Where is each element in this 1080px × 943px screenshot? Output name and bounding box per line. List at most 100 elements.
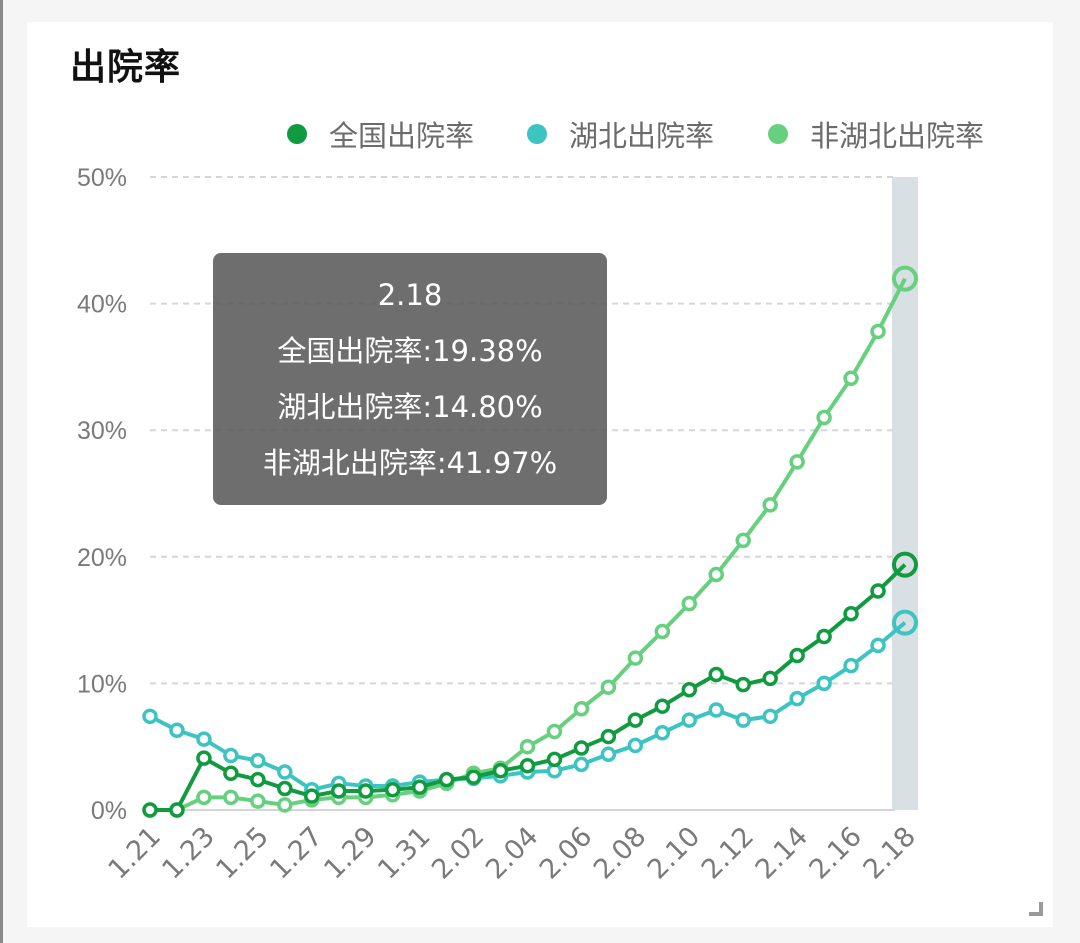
tooltip-non-hubei: 非湖北出院率:41.97% xyxy=(262,446,558,480)
x-tick-label: 2.14 xyxy=(750,821,814,885)
data-point[interactable] xyxy=(492,763,509,779)
series-national[interactable] xyxy=(142,551,918,818)
data-point[interactable] xyxy=(627,712,644,728)
data-point[interactable] xyxy=(142,708,158,725)
data-point[interactable] xyxy=(573,756,590,773)
data-point[interactable] xyxy=(843,606,859,622)
data-point[interactable] xyxy=(304,788,320,804)
legend-item-national[interactable]: 全国出院率 xyxy=(287,112,474,156)
y-tick-label: 20% xyxy=(77,544,127,572)
data-point[interactable] xyxy=(573,700,590,717)
data-point[interactable] xyxy=(519,738,536,755)
data-point[interactable] xyxy=(573,740,590,756)
data-point[interactable] xyxy=(762,670,778,687)
data-point[interactable] xyxy=(438,771,455,788)
legend-item-non-hubei[interactable]: 非湖北出院率 xyxy=(768,112,984,156)
y-tick-label: 50% xyxy=(77,164,127,192)
data-point[interactable] xyxy=(735,712,751,728)
x-tick-label: 2.06 xyxy=(534,821,598,885)
data-point[interactable] xyxy=(843,657,859,674)
data-point[interactable] xyxy=(357,783,374,799)
data-point[interactable] xyxy=(546,723,563,740)
data-point[interactable] xyxy=(654,698,671,714)
data-point[interactable] xyxy=(816,675,832,692)
data-point[interactable] xyxy=(762,708,778,725)
data-point[interactable] xyxy=(277,780,293,797)
data-point[interactable] xyxy=(196,731,212,747)
data-point[interactable] xyxy=(519,757,536,774)
data-point[interactable] xyxy=(789,690,805,707)
x-tick-label: 1.31 xyxy=(372,821,436,885)
tooltip-national: 全国出院率:19.38% xyxy=(277,334,543,368)
x-tick-label: 2.08 xyxy=(588,821,652,885)
x-tick-label: 2.04 xyxy=(480,821,544,885)
data-point[interactable] xyxy=(654,725,671,741)
data-point[interactable] xyxy=(223,765,239,782)
data-point[interactable] xyxy=(735,676,751,693)
x-tick-label: 2.16 xyxy=(804,821,868,885)
tooltip: 2.18 全国出院率:19.38% 湖北出院率:14.80% 非湖北出院率:41… xyxy=(213,253,607,505)
data-point[interactable] xyxy=(892,609,918,636)
data-point[interactable] xyxy=(465,769,482,785)
data-point[interactable] xyxy=(870,637,886,654)
data-point[interactable] xyxy=(277,764,293,780)
data-point[interactable] xyxy=(250,752,266,769)
data-point[interactable] xyxy=(870,323,886,340)
data-point[interactable] xyxy=(627,737,644,754)
chart-title: 出院率 xyxy=(70,47,182,88)
legend: 全国出院率 湖北出院率 非湖北出院率 xyxy=(0,112,1080,156)
y-tick-label: 40% xyxy=(77,291,127,319)
data-point[interactable] xyxy=(708,666,724,683)
data-point[interactable] xyxy=(816,628,832,645)
data-point[interactable] xyxy=(627,650,644,666)
data-point[interactable] xyxy=(142,802,158,818)
legend-item-hubei[interactable]: 湖北出院率 xyxy=(527,112,714,156)
data-point[interactable] xyxy=(843,370,859,387)
data-point[interactable] xyxy=(196,789,212,806)
legend-dot-icon xyxy=(527,124,547,144)
data-point[interactable] xyxy=(681,595,698,612)
legend-label: 湖北出院率 xyxy=(569,119,715,153)
data-point[interactable] xyxy=(331,783,347,799)
tooltip-date: 2.18 xyxy=(377,278,443,312)
data-point[interactable] xyxy=(735,532,751,549)
data-point[interactable] xyxy=(600,746,617,763)
y-tick-label: 10% xyxy=(77,670,127,698)
y-tick-label: 30% xyxy=(77,417,127,445)
data-point[interactable] xyxy=(223,789,239,806)
data-point[interactable] xyxy=(546,751,563,768)
data-point[interactable] xyxy=(169,802,185,818)
x-tick-label: 1.27 xyxy=(264,821,328,885)
data-point[interactable] xyxy=(816,409,832,426)
x-tick-label: 2.18 xyxy=(858,821,922,885)
data-point[interactable] xyxy=(892,551,918,578)
x-tick-label: 2.02 xyxy=(426,821,490,885)
data-point[interactable] xyxy=(384,781,401,798)
data-point[interactable] xyxy=(223,747,239,764)
x-tick-label: 1.23 xyxy=(156,821,220,885)
window-edge xyxy=(0,0,3,943)
data-point[interactable] xyxy=(654,623,671,640)
data-point[interactable] xyxy=(169,722,185,738)
data-point[interactable] xyxy=(789,647,805,664)
data-point[interactable] xyxy=(762,497,778,513)
data-point[interactable] xyxy=(870,583,886,599)
data-point[interactable] xyxy=(277,797,293,813)
data-point[interactable] xyxy=(892,265,918,292)
data-point[interactable] xyxy=(250,793,266,809)
data-point[interactable] xyxy=(600,728,617,745)
data-point[interactable] xyxy=(789,454,805,470)
data-point[interactable] xyxy=(681,681,698,698)
data-point[interactable] xyxy=(411,779,428,795)
data-point[interactable] xyxy=(681,712,698,728)
data-point[interactable] xyxy=(250,771,266,788)
resize-handle-icon[interactable] xyxy=(1029,902,1043,916)
data-point[interactable] xyxy=(196,750,212,766)
data-point[interactable] xyxy=(708,566,724,583)
x-tick-label: 2.10 xyxy=(642,821,706,885)
legend-dot-icon xyxy=(768,124,788,144)
data-point[interactable] xyxy=(708,702,724,718)
data-point[interactable] xyxy=(600,679,617,695)
x-tick-label: 1.25 xyxy=(210,821,274,885)
